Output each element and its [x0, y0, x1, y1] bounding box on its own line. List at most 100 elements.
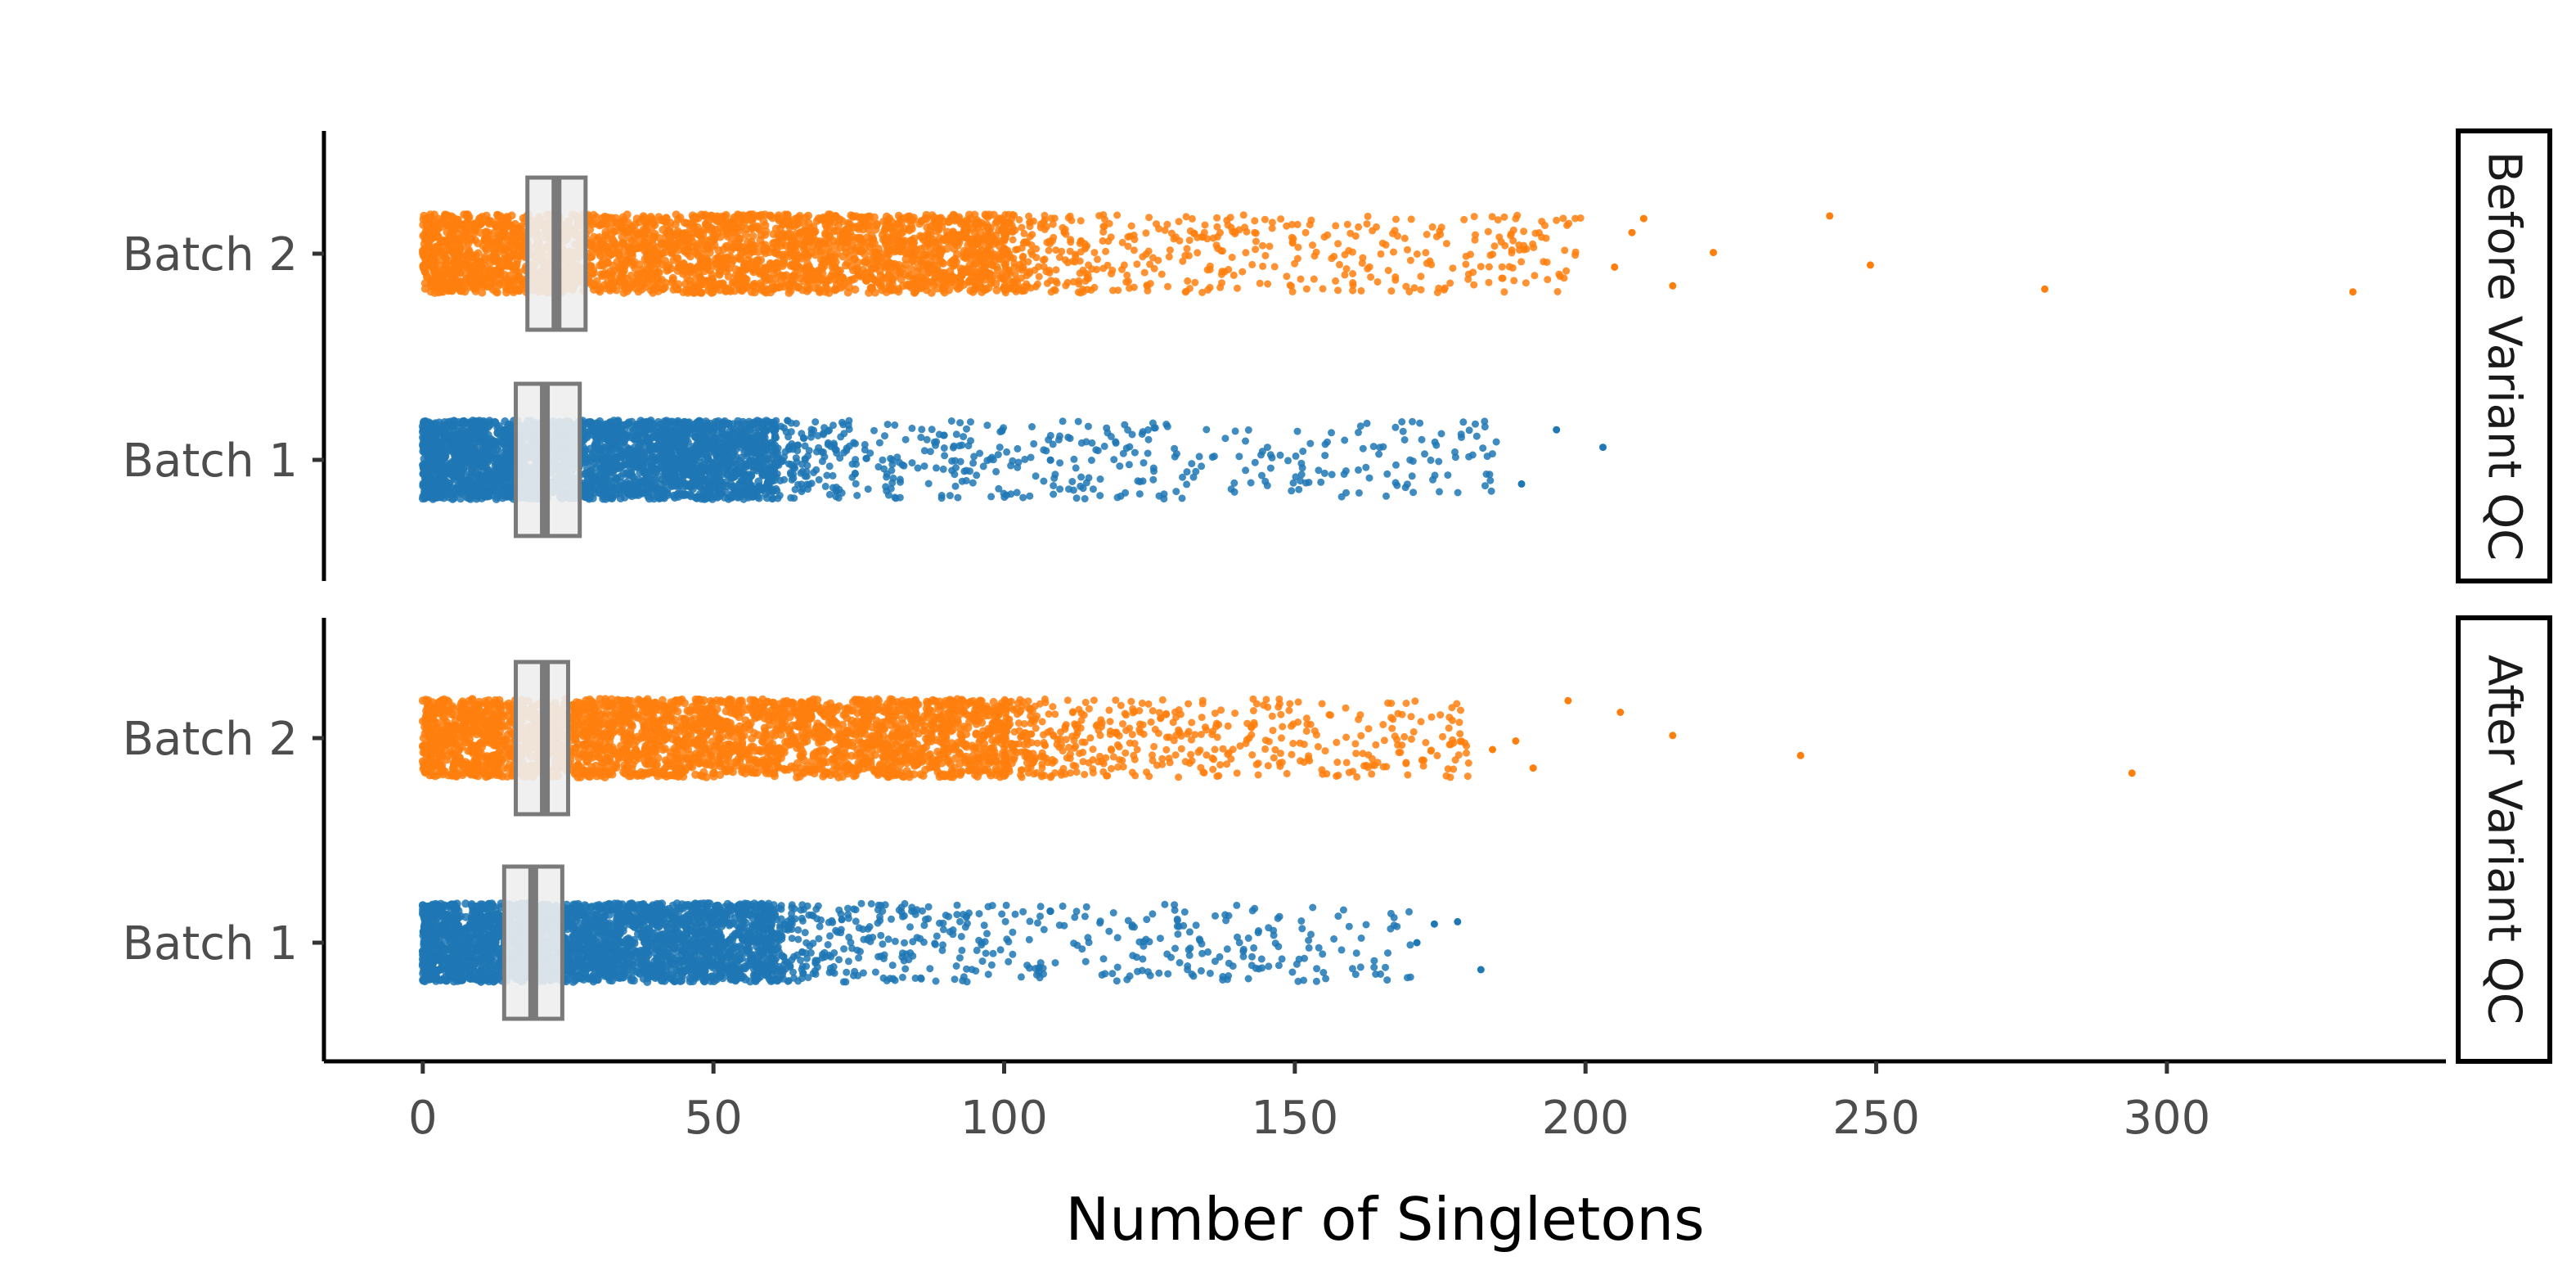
data-point: [1508, 246, 1516, 254]
data-point: [917, 258, 926, 267]
data-point: [632, 214, 641, 223]
data-point: [838, 236, 847, 245]
data-point: [456, 236, 465, 244]
data-point: [1345, 246, 1353, 254]
data-point: [1099, 227, 1108, 236]
data-point: [1164, 282, 1171, 290]
data-point: [1171, 233, 1180, 241]
data-point: [605, 246, 614, 255]
data-point: [650, 230, 659, 238]
data-point: [1252, 237, 1260, 245]
data-point: [749, 265, 758, 274]
data-point: [825, 276, 834, 285]
data-point: [825, 218, 834, 227]
data-point: [1043, 279, 1051, 287]
data-point: [1194, 249, 1202, 257]
data-point: [813, 274, 821, 283]
data-point: [1531, 272, 1539, 280]
data-point: [1334, 286, 1342, 295]
data-point: [1349, 281, 1357, 289]
data-point: [1090, 283, 1099, 291]
data-point: [1241, 223, 1248, 232]
data-point: [1336, 260, 1343, 268]
data-point: [618, 281, 627, 290]
data-point: [591, 213, 600, 222]
data-point: [1553, 288, 1562, 295]
data-point: [430, 264, 439, 273]
data-point: [471, 250, 480, 259]
data-point: [908, 280, 917, 289]
data-point: [954, 214, 963, 223]
data-point: [1144, 247, 1153, 255]
data-point: [665, 243, 674, 251]
data-point: [1124, 242, 1132, 250]
data-point: [992, 286, 1001, 295]
data-point: [1498, 263, 1506, 271]
data-point: [1028, 231, 1036, 239]
outlier-point: [2349, 288, 2357, 296]
data-point: [1484, 227, 1492, 236]
data-point: [645, 446, 654, 455]
data-point: [1033, 280, 1041, 288]
data-point: [1293, 254, 1301, 263]
series-batch-2: Batch 2: [123, 175, 2357, 332]
data-point: [1181, 251, 1189, 259]
data-point: [933, 266, 942, 275]
outlier-point: [2041, 285, 2049, 293]
data-point: [431, 249, 440, 258]
data-point: [1242, 249, 1250, 257]
data-point: [976, 241, 985, 250]
data-point: [1066, 247, 1074, 255]
data-point: [1075, 280, 1083, 288]
data-point: [1009, 236, 1017, 244]
data-point: [934, 214, 943, 223]
data-point: [735, 234, 744, 243]
data-point: [1407, 215, 1415, 223]
data-point: [1028, 250, 1036, 259]
data-point: [1351, 232, 1360, 240]
data-point: [598, 214, 607, 223]
data-point: [987, 232, 996, 241]
data-point: [715, 268, 724, 277]
data-point: [973, 218, 982, 227]
data-point: [1264, 280, 1272, 288]
data-point: [919, 276, 928, 285]
data-point: [1213, 223, 1221, 231]
data-point: [659, 225, 668, 234]
data-point: [867, 284, 876, 293]
data-point: [1392, 215, 1400, 223]
data-point: [790, 222, 799, 231]
data-point: [1486, 251, 1495, 259]
data-point: [986, 269, 994, 278]
data-point: [861, 258, 870, 267]
data-point: [1239, 268, 1247, 276]
data-point: [1270, 263, 1279, 271]
data-point: [969, 287, 978, 296]
data-point: [1252, 229, 1260, 237]
data-point: [1349, 270, 1357, 277]
data-point: [492, 267, 501, 275]
data-point: [1544, 276, 1552, 284]
data-point: [605, 267, 614, 276]
data-point: [429, 221, 438, 230]
data-point: [1230, 271, 1238, 279]
data-point: [921, 250, 930, 259]
data-point: [755, 225, 764, 234]
data-point: [677, 238, 686, 247]
data-point: [991, 279, 1000, 288]
data-point: [1462, 260, 1470, 268]
data-point: [1382, 241, 1390, 249]
data-point: [666, 218, 675, 227]
outlier-point: [1866, 261, 1874, 269]
data-point: [1045, 246, 1053, 254]
data-point: [1293, 220, 1301, 228]
data-point: [672, 254, 681, 263]
data-point: [1228, 254, 1236, 261]
data-point: [702, 220, 711, 228]
data-point: [722, 262, 731, 271]
data-point: [1266, 242, 1274, 250]
outlier-point: [1628, 228, 1636, 236]
data-point: [951, 254, 960, 263]
data-point: [826, 252, 835, 261]
